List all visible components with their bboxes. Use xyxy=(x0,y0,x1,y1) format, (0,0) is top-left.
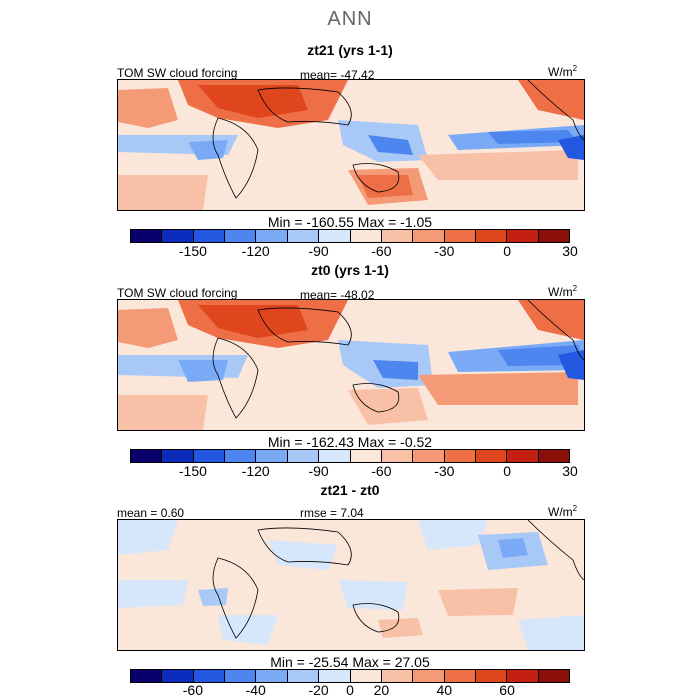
panel-3-mean-label: mean = 0.60 xyxy=(117,506,185,520)
panel-3-map xyxy=(117,519,585,651)
colorbar-swatches xyxy=(130,229,570,243)
panel-2-colorbar: -150 -120 -90 -60 -30 0 30 xyxy=(130,449,578,479)
colorbar-tick-label: -120 xyxy=(241,463,270,479)
colorbar-swatch xyxy=(256,450,288,462)
colorbar-swatch xyxy=(475,230,508,242)
panel-2-variable-label: TOM SW cloud forcing xyxy=(117,286,238,300)
panel-2-title: zt0 (yrs 1-1) xyxy=(311,262,389,278)
panel-3-range-label: Min = -25.54 Max = 27.05 xyxy=(270,654,430,670)
figure-title: ANN xyxy=(327,8,373,30)
colorbar-tick-label: -120 xyxy=(241,243,270,259)
colorbar-swatch xyxy=(350,230,382,242)
colorbar-swatch xyxy=(193,450,226,462)
colorbar-tick-label: -60 xyxy=(182,682,204,698)
panel-1-mean-label: mean= -47.42 xyxy=(300,68,375,82)
colorbar-tick-label: 0 xyxy=(503,463,511,479)
colorbar-swatch xyxy=(381,670,414,682)
colorbar-tick-label: 40 xyxy=(436,682,453,698)
colorbar-swatch xyxy=(381,230,414,242)
colorbar-tick-label: -150 xyxy=(178,463,207,479)
colorbar-swatch xyxy=(287,670,320,682)
colorbar-tick-label: -40 xyxy=(245,682,266,698)
panel-2-map xyxy=(117,299,585,431)
colorbar-swatches xyxy=(130,669,570,683)
panel-1-title: zt21 (yrs 1-1) xyxy=(307,42,393,58)
colorbar-swatch xyxy=(413,450,445,462)
colorbar-swatch xyxy=(538,450,570,462)
panel-3-rmse-label: rmse = 7.04 xyxy=(300,506,364,520)
colorbar-swatch xyxy=(538,670,570,682)
colorbar-swatch xyxy=(131,230,163,242)
colorbar-swatch xyxy=(350,670,382,682)
colorbar-swatch xyxy=(381,450,414,462)
colorbar-tick-label: -60 xyxy=(371,243,392,259)
colorbar-swatch xyxy=(507,450,539,462)
colorbar-swatch xyxy=(475,450,508,462)
colorbar-swatch xyxy=(256,670,288,682)
colorbar-swatch xyxy=(225,450,257,462)
colorbar-tick-label: 60 xyxy=(499,682,515,698)
panel-1-colorbar: -150 -120 -90 -60 -30 0 30 xyxy=(130,229,578,259)
panel-3-title: zt21 - zt0 xyxy=(320,482,380,498)
colorbar-swatch xyxy=(225,230,257,242)
panel-1-map xyxy=(117,79,585,211)
colorbar-swatch xyxy=(287,230,320,242)
colorbar-tick-label: 30 xyxy=(562,463,578,479)
colorbar-tick-label: -150 xyxy=(178,243,207,259)
panel-3-colorbar: -60 -40 -20 0 20 40 60 xyxy=(130,669,570,698)
colorbar-swatch xyxy=(444,670,476,682)
panel-1-variable-label: TOM SW cloud forcing xyxy=(117,66,238,80)
colorbar-tick-label: -30 xyxy=(434,463,455,479)
colorbar-swatch xyxy=(538,230,570,242)
colorbar-swatch xyxy=(287,450,320,462)
colorbar-tick-label: -90 xyxy=(308,463,329,479)
colorbar-swatch xyxy=(319,670,351,682)
colorbar-swatch xyxy=(507,670,539,682)
colorbar-swatch xyxy=(162,230,194,242)
colorbar-tick-label: 30 xyxy=(562,243,578,259)
panel-2-units: W/m2 xyxy=(548,284,578,299)
colorbar-tick-label: 0 xyxy=(503,243,511,259)
colorbar-swatch xyxy=(193,230,226,242)
colorbar-swatch xyxy=(131,450,163,462)
colorbar-tick-label: 0 xyxy=(346,682,354,698)
colorbar-swatch xyxy=(507,230,539,242)
colorbar-swatch xyxy=(350,450,382,462)
colorbar-swatch xyxy=(162,670,194,682)
colorbar-tick-label: -90 xyxy=(308,243,329,259)
colorbar-tick-label: -30 xyxy=(434,243,455,259)
colorbar-swatch xyxy=(444,230,476,242)
colorbar-swatch xyxy=(162,450,194,462)
colorbar-tick-label: -20 xyxy=(308,682,329,698)
colorbar-tick-label: -60 xyxy=(371,463,392,479)
panel-1-range-label: Min = -160.55 Max = -1.05 xyxy=(267,214,433,230)
colorbar-swatch xyxy=(413,670,445,682)
colorbar-swatch xyxy=(444,450,476,462)
colorbar-swatch xyxy=(256,230,288,242)
panel-3-units: W/m2 xyxy=(548,504,578,519)
colorbar-swatches xyxy=(130,449,570,463)
panel-2-mean-label: mean= -48.02 xyxy=(300,288,375,302)
panel-2-range-label: Min = -162.43 Max = -0.52 xyxy=(267,434,433,450)
colorbar-swatch xyxy=(413,230,445,242)
colorbar-swatch xyxy=(131,670,163,682)
colorbar-tick-label: 20 xyxy=(373,682,390,698)
colorbar-swatch xyxy=(225,670,257,682)
colorbar-swatch xyxy=(475,670,508,682)
panel-1-units: W/m2 xyxy=(548,64,578,79)
colorbar-swatch xyxy=(193,670,226,682)
colorbar-swatch xyxy=(319,230,351,242)
colorbar-swatch xyxy=(319,450,351,462)
